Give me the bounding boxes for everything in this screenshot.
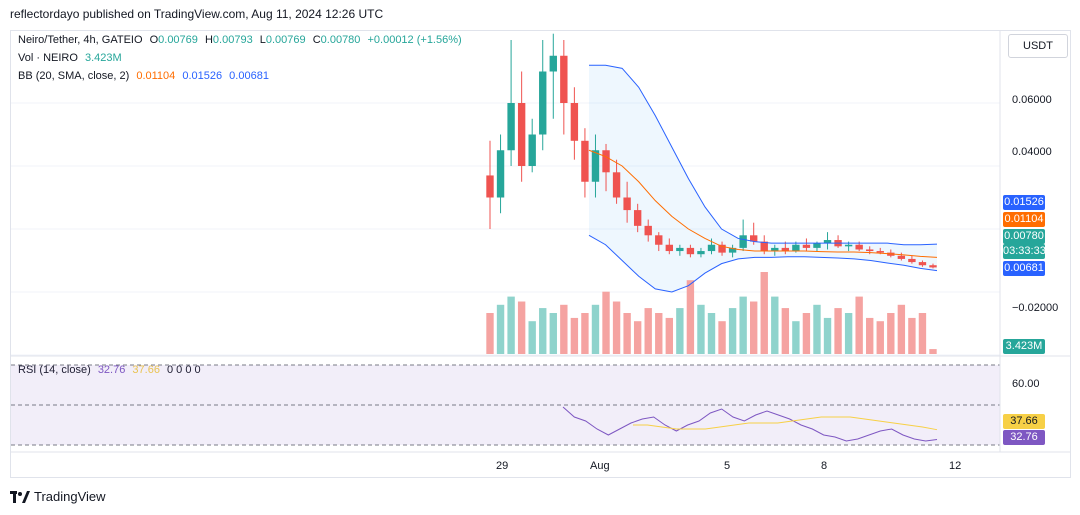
high-label: H (204, 34, 213, 46)
rsi-tag: 32.76 (1003, 430, 1045, 445)
volume-tag: 3.423M (1003, 339, 1045, 354)
chart-frame (10, 30, 1071, 478)
volume-value: 3.423M (84, 52, 122, 64)
time-axis-label: 5 (724, 460, 731, 472)
price-axis-label: 0.04000 (1012, 146, 1052, 158)
last-price-tag: 0.00780 (1003, 229, 1045, 244)
tradingview-logo[interactable]: TradingView (10, 489, 106, 504)
rsi-axis-label: 60.00 (1012, 378, 1040, 390)
symbol-name: Neiro/Tether, 4h, GATEIO (18, 34, 143, 46)
high-value: 0.00793 (212, 34, 253, 46)
bb-legend: BB (20, SMA, close, 2) 0.01104 0.01526 0… (18, 70, 273, 82)
publish-info: reflectordayo published on TradingView.c… (10, 7, 384, 21)
rsi-ma-value: 37.66 (132, 364, 160, 376)
rsi-legend: RSI (14, close) 32.76 37.66 0 0 0 0 (18, 364, 205, 376)
rsi-ma-tag: 37.66 (1003, 414, 1045, 429)
bb-label: BB (20, SMA, close, 2) (18, 70, 130, 82)
bb-lower-value: 0.00681 (229, 70, 269, 82)
tradingview-logo-icon (10, 490, 30, 503)
close-value: 0.00780 (320, 34, 361, 46)
rsi-label: RSI (14, close) (18, 364, 91, 376)
symbol-legend: Neiro/Tether, 4h, GATEIO O0.00769 H0.007… (18, 34, 466, 46)
bb-lower-tag: 0.00681 (1003, 261, 1045, 276)
open-label: O (149, 34, 159, 46)
rsi-extra-values: 0 0 0 0 (167, 364, 201, 376)
volume-legend: Vol · NEIRO 3.423M (18, 52, 126, 64)
time-axis-label: Aug (590, 460, 610, 472)
time-axis-label: 29 (496, 460, 509, 472)
price-axis-label: 0.06000 (1012, 94, 1052, 106)
ohlc-high: H0.00793 (205, 34, 253, 46)
brand-name: TradingView (34, 489, 106, 504)
currency-button[interactable]: USDT (1008, 34, 1068, 58)
low-value: 0.00769 (265, 34, 306, 46)
volume-label: Vol · NEIRO (18, 52, 78, 64)
bb-upper-value: 0.01526 (182, 70, 223, 82)
ohlc-low: L0.00769 (260, 34, 306, 46)
ohlc-open: O0.00769 (150, 34, 198, 46)
rsi-value: 32.76 (97, 364, 126, 376)
price-change: +0.00012 (+1.56%) (367, 34, 462, 46)
bb-upper-tag: 0.01526 (1003, 195, 1045, 210)
price-axis-label: −0.02000 (1012, 302, 1059, 314)
time-axis-label: 12 (949, 460, 962, 472)
time-axis-label: 8 (821, 460, 828, 472)
close-label: C (312, 34, 321, 46)
bb-basis-value: 0.01104 (136, 70, 176, 82)
bb-basis-tag: 0.01104 (1003, 212, 1045, 227)
open-value: 0.00769 (158, 34, 198, 46)
ohlc-close: C0.00780 (313, 34, 361, 46)
countdown-tag: 03:33:33 (1003, 244, 1046, 259)
low-label: L (259, 34, 266, 46)
